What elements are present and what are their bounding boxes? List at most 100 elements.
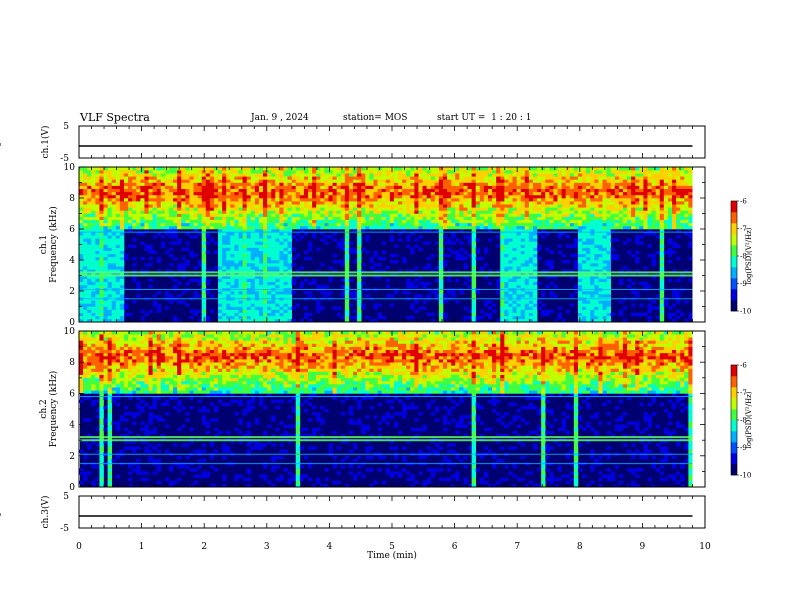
ch1-voltage-panel: 5-5ch.1(V) <box>0 122 706 164</box>
spectrogram-cell <box>185 167 190 171</box>
spectrogram-cell <box>103 260 108 264</box>
spectrogram-cell <box>606 201 611 205</box>
spectrogram-cell <box>508 170 513 174</box>
spectrogram-cell <box>524 247 530 251</box>
spectrogram-cell <box>377 225 382 230</box>
spectrogram-cell <box>250 256 256 261</box>
spectrogram-cell <box>549 219 554 224</box>
spectrogram-cell <box>598 250 603 255</box>
spectrogram-cell <box>463 179 468 183</box>
spectrogram-cell <box>434 210 440 214</box>
spectrogram-cell <box>483 303 489 307</box>
spectrogram-cell <box>168 300 174 304</box>
spectrogram-cell <box>111 235 117 239</box>
spectrogram-cell <box>442 167 448 171</box>
spectrogram-cell <box>463 266 468 270</box>
spectrogram-cell <box>254 229 260 233</box>
spectrogram-cell <box>291 210 297 214</box>
spectrogram-cell <box>119 204 125 208</box>
spectrogram-cell <box>271 185 276 189</box>
spectrogram-cell <box>177 219 182 224</box>
spectrogram-cell <box>275 188 280 193</box>
spectrogram-cell <box>107 272 113 276</box>
spectrogram-cell <box>614 256 620 261</box>
spectrogram-cell <box>132 210 137 214</box>
spectrogram-cell <box>348 204 354 208</box>
spectrogram-cell <box>545 198 550 202</box>
spectrogram-cell <box>115 306 121 310</box>
spectrogram-cell <box>373 167 378 171</box>
spectrogram-cell <box>324 185 329 189</box>
spectrogram-cell <box>254 294 260 298</box>
spectrogram-cell <box>361 191 366 196</box>
spectrogram-cell <box>569 173 575 177</box>
spectrogram-cell <box>173 210 178 214</box>
spectrogram-cell <box>193 225 198 230</box>
spectrogram-cell <box>361 225 366 230</box>
spectrogram-cell <box>369 182 374 186</box>
spectrogram-cell <box>622 266 628 270</box>
spectrogram-cell <box>545 213 550 217</box>
spectrogram-cell <box>475 176 481 180</box>
spectrogram-cell <box>267 281 272 286</box>
spectrogram-cell <box>369 210 374 214</box>
spectrogram-cell <box>532 284 538 289</box>
spectrogram-cell <box>557 250 562 255</box>
spectrogram-cell <box>340 315 346 320</box>
spectrogram-cell <box>99 303 104 307</box>
spectrogram-cell <box>87 213 92 217</box>
spectrogram-cell <box>79 263 84 267</box>
spectrogram-cell <box>602 232 607 236</box>
spectrogram-cell <box>99 235 104 239</box>
spectrogram-cell <box>213 194 219 199</box>
spectrogram-cell <box>537 232 542 236</box>
spectrogram-cell <box>516 272 522 276</box>
spectrogram-cell <box>83 284 88 289</box>
spectrogram-cell <box>344 253 350 258</box>
spectrogram-cell <box>414 225 419 230</box>
spectrogram-cell <box>496 281 501 286</box>
spectrogram-cell <box>541 179 546 183</box>
spectrogram-cell <box>483 275 489 279</box>
spectrogram-cell <box>328 210 333 214</box>
spectrogram-cell <box>467 284 472 289</box>
spectrogram-cell <box>467 194 472 199</box>
spectrogram-cell <box>524 185 530 189</box>
spectrogram-cell <box>532 210 538 214</box>
spectrogram-cell <box>95 194 100 199</box>
spectrogram-cell <box>430 191 436 196</box>
spectrogram-cell <box>254 179 260 183</box>
spectrogram-cell <box>402 185 407 189</box>
spectrogram-cell <box>353 167 358 171</box>
spectrogram-cell <box>205 182 211 186</box>
spectrogram-cell <box>524 306 530 310</box>
spectrogram-cell <box>492 219 497 224</box>
spectrogram-cell <box>467 188 472 193</box>
spectrogram-cell <box>99 281 104 286</box>
spectrogram-cell <box>287 170 292 174</box>
spectrogram-cell <box>103 309 108 313</box>
spectrogram-cell <box>246 194 252 199</box>
spectrogram-cell <box>586 281 591 286</box>
spectrogram-cell <box>201 294 207 298</box>
spectrogram-cell <box>144 176 149 180</box>
spectrogram-cell <box>553 182 558 186</box>
spectrogram-cell <box>238 204 243 208</box>
spectrogram-cell <box>258 281 264 286</box>
spectrogram-cell <box>218 235 223 239</box>
spectrogram-cell <box>222 241 227 245</box>
spectrogram-cell <box>557 198 562 202</box>
spectrogram-cell <box>610 207 616 211</box>
spectrogram-cell <box>410 222 415 227</box>
spectrogram-cell <box>557 194 562 199</box>
spectrogram-cell <box>402 256 407 261</box>
spectrogram-cell <box>242 291 247 295</box>
spectrogram-cell <box>496 225 501 230</box>
spectrogram-cell <box>512 260 517 264</box>
spectrogram-cell <box>132 198 137 202</box>
spectrogram-cell <box>590 266 595 270</box>
spectrogram-cell <box>410 247 415 251</box>
spectrogram-cell <box>537 170 542 174</box>
spectrogram-cell <box>541 222 546 227</box>
spectrogram-cell <box>254 167 260 171</box>
